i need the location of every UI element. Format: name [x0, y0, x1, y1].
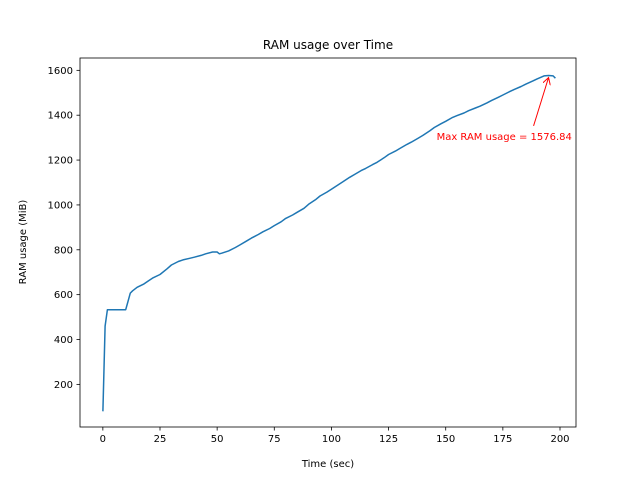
x-tick-label: 0 — [100, 434, 106, 445]
x-tick-label: 200 — [550, 434, 569, 445]
plot-area — [79, 57, 577, 428]
max-annotation: Max RAM usage = 1576.84 — [437, 78, 572, 143]
x-tick-label: 100 — [322, 434, 341, 445]
x-axis-label: Time (sec) — [301, 459, 354, 470]
annotation-arrow — [533, 78, 549, 127]
annotation-label: Max RAM usage = 1576.84 — [437, 132, 572, 143]
plot-frame — [79, 57, 577, 428]
x-tick-label: 75 — [268, 434, 281, 445]
y-tick-label: 200 — [54, 380, 73, 391]
x-tick-label: 125 — [379, 434, 398, 445]
y-axis: 200 400 600 800 1000 1200 1400 1600 — [48, 66, 80, 391]
x-tick-label: 25 — [154, 434, 167, 445]
x-tick-label: 150 — [436, 434, 455, 445]
x-tick-label: 175 — [493, 434, 512, 445]
y-tick-label: 600 — [54, 290, 73, 301]
y-tick-label: 1600 — [48, 66, 73, 77]
y-axis-label: RAM usage (MiB) — [18, 200, 29, 285]
x-tick-label: 50 — [211, 434, 224, 445]
x-axis: 0 25 50 75 100 125 150 175 200 — [100, 427, 570, 445]
y-tick-label: 1000 — [48, 200, 73, 211]
y-tick-label: 400 — [54, 335, 73, 346]
y-tick-label: 1400 — [48, 111, 73, 122]
series-line-0 — [102, 74, 556, 412]
y-tick-label: 1200 — [48, 156, 73, 167]
y-tick-label: 800 — [54, 245, 73, 256]
chart-title: RAM usage over Time — [263, 38, 393, 52]
